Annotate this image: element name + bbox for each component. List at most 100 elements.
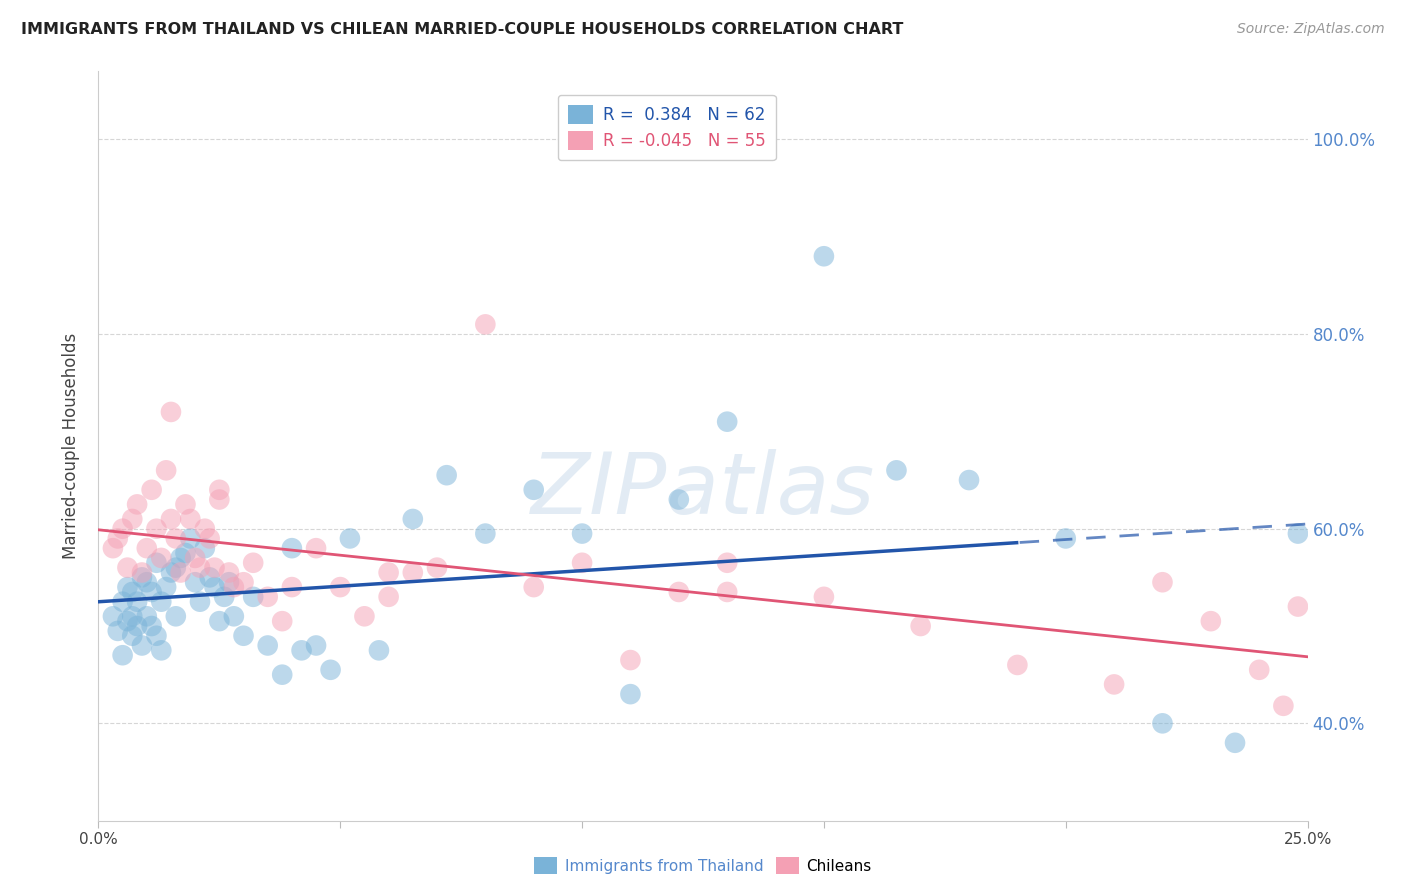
Immigrants from Thailand: [1286, 526, 1309, 541]
Chileans: [353, 609, 375, 624]
Chileans: [222, 580, 245, 594]
Immigrants from Thailand: [212, 590, 235, 604]
Immigrants from Thailand: [813, 249, 835, 263]
Chileans: [160, 405, 183, 419]
Immigrants from Thailand: [127, 619, 149, 633]
Chileans: [305, 541, 328, 556]
Immigrants from Thailand: [571, 526, 593, 541]
Immigrants from Thailand: [319, 663, 342, 677]
Immigrants from Thailand: [127, 595, 149, 609]
Text: Source: ZipAtlas.com: Source: ZipAtlas.com: [1237, 22, 1385, 37]
Immigrants from Thailand: [218, 575, 240, 590]
Immigrants from Thailand: [222, 609, 245, 624]
Chileans: [523, 580, 546, 594]
Immigrants from Thailand: [204, 580, 226, 594]
Immigrants from Thailand: [281, 541, 304, 556]
Chileans: [329, 580, 352, 594]
Immigrants from Thailand: [1152, 716, 1174, 731]
Chileans: [121, 512, 143, 526]
Immigrants from Thailand: [145, 629, 167, 643]
Immigrants from Thailand: [155, 580, 177, 594]
Immigrants from Thailand: [131, 639, 153, 653]
Legend: R =  0.384   N = 62, R = -0.045   N = 55: R = 0.384 N = 62, R = -0.045 N = 55: [558, 95, 776, 160]
Immigrants from Thailand: [111, 595, 134, 609]
Chileans: [271, 614, 294, 628]
Chileans: [107, 532, 129, 546]
Chileans: [281, 580, 304, 594]
Chileans: [194, 522, 217, 536]
Chileans: [179, 512, 201, 526]
Immigrants from Thailand: [474, 526, 496, 541]
Immigrants from Thailand: [957, 473, 980, 487]
Immigrants from Thailand: [101, 609, 124, 624]
Immigrants from Thailand: [121, 585, 143, 599]
Chileans: [127, 497, 149, 511]
Chileans: [1102, 677, 1125, 691]
Immigrants from Thailand: [150, 643, 173, 657]
Chileans: [101, 541, 124, 556]
Immigrants from Thailand: [523, 483, 546, 497]
Immigrants from Thailand: [1223, 736, 1246, 750]
Chileans: [160, 512, 183, 526]
Chileans: [716, 556, 738, 570]
Chileans: [910, 619, 932, 633]
Y-axis label: Married-couple Households: Married-couple Households: [62, 333, 80, 559]
Immigrants from Thailand: [886, 463, 908, 477]
Chileans: [1007, 657, 1029, 672]
Chileans: [141, 483, 163, 497]
Chileans: [135, 541, 157, 556]
Immigrants from Thailand: [436, 468, 458, 483]
Immigrants from Thailand: [160, 566, 183, 580]
Chileans: [131, 566, 153, 580]
Immigrants from Thailand: [402, 512, 425, 526]
Immigrants from Thailand: [305, 639, 328, 653]
Immigrants from Thailand: [165, 560, 187, 574]
Immigrants from Thailand: [368, 643, 391, 657]
Immigrants from Thailand: [145, 556, 167, 570]
Immigrants from Thailand: [256, 639, 278, 653]
Immigrants from Thailand: [179, 532, 201, 546]
Immigrants from Thailand: [111, 648, 134, 663]
Chileans: [402, 566, 425, 580]
Immigrants from Thailand: [141, 585, 163, 599]
Chileans: [1249, 663, 1271, 677]
Chileans: [1286, 599, 1309, 614]
Chileans: [232, 575, 254, 590]
Chileans: [165, 532, 187, 546]
Chileans: [117, 560, 139, 574]
Legend: Immigrants from Thailand, Chileans: Immigrants from Thailand, Chileans: [529, 851, 877, 880]
Chileans: [208, 492, 231, 507]
Immigrants from Thailand: [121, 629, 143, 643]
Immigrants from Thailand: [668, 492, 690, 507]
Immigrants from Thailand: [135, 575, 157, 590]
Immigrants from Thailand: [165, 609, 187, 624]
Chileans: [1272, 698, 1295, 713]
Chileans: [198, 532, 221, 546]
Chileans: [145, 522, 167, 536]
Chileans: [426, 560, 449, 574]
Immigrants from Thailand: [135, 609, 157, 624]
Chileans: [668, 585, 690, 599]
Immigrants from Thailand: [271, 667, 294, 681]
Chileans: [1199, 614, 1222, 628]
Immigrants from Thailand: [188, 595, 211, 609]
Chileans: [150, 550, 173, 565]
Chileans: [208, 483, 231, 497]
Immigrants from Thailand: [117, 580, 139, 594]
Immigrants from Thailand: [141, 619, 163, 633]
Chileans: [377, 566, 399, 580]
Chileans: [184, 550, 207, 565]
Immigrants from Thailand: [1054, 532, 1077, 546]
Chileans: [169, 566, 191, 580]
Immigrants from Thailand: [107, 624, 129, 638]
Text: IMMIGRANTS FROM THAILAND VS CHILEAN MARRIED-COUPLE HOUSEHOLDS CORRELATION CHART: IMMIGRANTS FROM THAILAND VS CHILEAN MARR…: [21, 22, 904, 37]
Chileans: [242, 556, 264, 570]
Immigrants from Thailand: [339, 532, 361, 546]
Immigrants from Thailand: [619, 687, 641, 701]
Immigrants from Thailand: [150, 595, 173, 609]
Chileans: [377, 590, 399, 604]
Immigrants from Thailand: [131, 570, 153, 584]
Immigrants from Thailand: [198, 570, 221, 584]
Chileans: [188, 560, 211, 574]
Chileans: [256, 590, 278, 604]
